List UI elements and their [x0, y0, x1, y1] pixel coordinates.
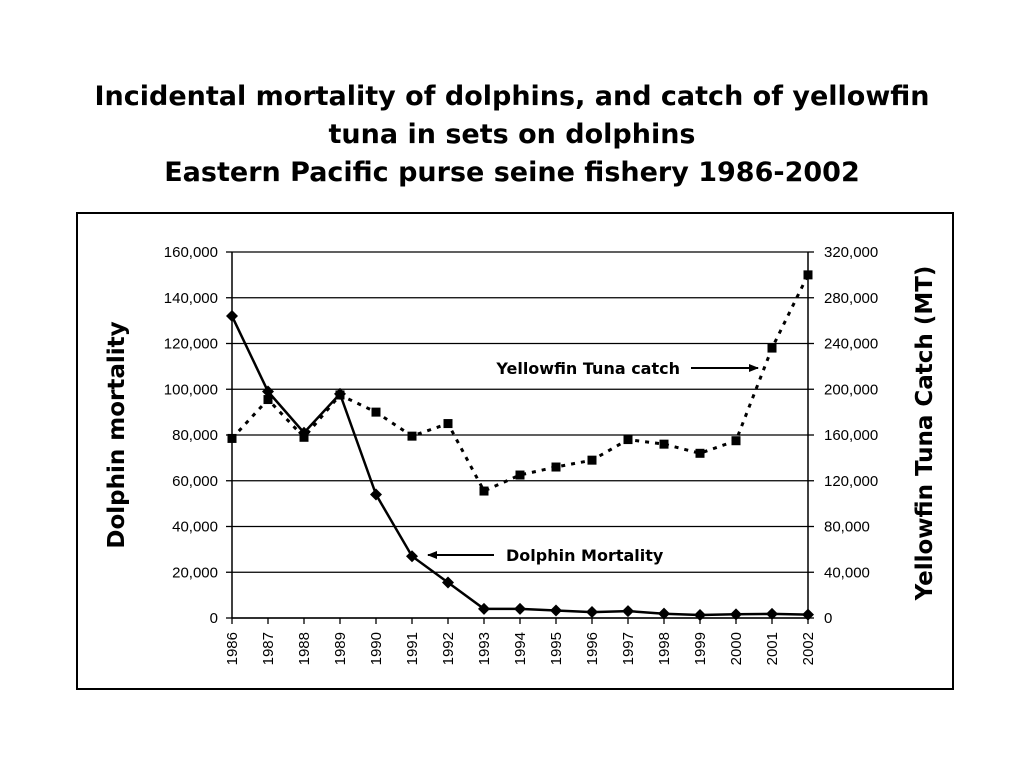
x-tick-label: 1997	[620, 632, 637, 665]
chart-frame	[76, 212, 954, 690]
yellowfin-tuna-catch-point	[299, 432, 309, 442]
x-tick-label: 1993	[476, 632, 493, 665]
yellowfin-tuna-catch-point	[623, 435, 633, 445]
left-tick-label: 60,000	[172, 473, 218, 490]
left-tick-label: 40,000	[172, 519, 218, 536]
dolphin-mortality-point	[802, 608, 814, 621]
x-tick-label: 1991	[404, 632, 421, 665]
left-tick-label: 100,000	[164, 381, 218, 398]
yellowfin-tuna-catch-point	[371, 407, 381, 417]
dolphin-mortality-point	[406, 550, 418, 563]
series	[226, 270, 814, 622]
left-axis-title: Dolphin mortality	[104, 321, 130, 548]
yellowfin-tuna-catch-point	[587, 455, 597, 465]
annotation-yellowfin-label: Yellowfin Tuna catch	[495, 359, 680, 378]
dolphin-mortality-point	[514, 602, 526, 615]
yellowfin-tuna-catch-point	[731, 436, 741, 446]
right-tick-label: 160,000	[824, 427, 878, 444]
dolphin-mortality-point	[658, 607, 670, 620]
axes	[226, 251, 814, 624]
x-tick-label: 1986	[224, 632, 241, 665]
left-tick-label: 0	[210, 610, 218, 627]
x-tick-label: 1996	[584, 632, 601, 665]
yellowfin-tuna-catch-point	[803, 270, 813, 280]
yellowfin-tuna-catch-point	[659, 439, 669, 449]
dolphin-mortality-point	[694, 609, 706, 622]
x-tick-label: 2001	[764, 632, 781, 665]
right-tick-label: 240,000	[824, 336, 878, 353]
x-tick-label: 2002	[800, 632, 817, 665]
dolphin-mortality-point	[622, 605, 634, 618]
yellowfin-tuna-catch-line	[230, 274, 810, 493]
yellowfin-tuna-catch-point	[479, 486, 489, 496]
x-tick-label: 1989	[332, 632, 349, 665]
right-tick-label: 0	[824, 610, 832, 627]
dolphin-mortality-point	[730, 608, 742, 621]
right-axis-title: Yellowfin Tuna Catch (MT)	[912, 266, 938, 602]
x-tick-label: 1987	[260, 632, 277, 665]
right-tick-label: 80,000	[824, 519, 870, 536]
right-tick-label: 200,000	[824, 381, 878, 398]
x-tick-label: 1994	[512, 632, 529, 665]
yellowfin-tuna-catch-point	[515, 470, 525, 480]
left-tick-label: 160,000	[164, 244, 218, 261]
right-tick-label: 40,000	[824, 564, 870, 581]
right-tick-label: 120,000	[824, 473, 878, 490]
yellowfin-tuna-catch-point	[407, 431, 417, 441]
yellowfin-tuna-catch-point	[443, 419, 453, 429]
x-tick-label: 1988	[296, 632, 313, 665]
dolphin-mortality-point	[766, 607, 778, 620]
chart-title-line-2: tuna in sets on dolphins	[328, 119, 696, 150]
dolphin-mortality-point	[478, 602, 490, 615]
dolphin-mortality-point	[550, 604, 562, 617]
chart-title: Incidental mortality of dolphins, and ca…	[0, 78, 1024, 192]
dolphin-mortality-point	[262, 385, 274, 398]
yellowfin-tuna-catch-point	[335, 390, 345, 400]
chart-title-line-3: Eastern Pacific purse seine fishery 1986…	[164, 157, 860, 188]
x-tick-label: 1999	[692, 632, 709, 665]
dolphin-mortality-point	[370, 488, 382, 501]
left-tick-label: 120,000	[164, 336, 218, 353]
dolphin-mortality-point	[226, 310, 238, 323]
annotation-dolphin-label: Dolphin Mortality	[506, 546, 664, 565]
right-tick-label: 280,000	[824, 290, 878, 307]
x-tick-label: 1995	[548, 632, 565, 665]
chart-title-line-1: Incidental mortality of dolphins, and ca…	[94, 81, 930, 112]
x-tick-label: 1992	[440, 632, 457, 665]
right-tick-label: 320,000	[824, 244, 878, 261]
left-tick-label: 20,000	[172, 564, 218, 581]
x-tick-label: 2000	[728, 632, 745, 665]
dolphin-mortality-point	[586, 606, 598, 619]
labels: 0 0 20,000 40,000 40,000 80,000 60,000 120,000 8…	[104, 244, 938, 665]
x-tick-label: 1990	[368, 632, 385, 665]
yellowfin-tuna-catch-point	[227, 433, 237, 443]
yellowfin-tuna-catch-point	[551, 462, 561, 472]
x-tick-label: 1998	[656, 632, 673, 665]
left-tick-label: 140,000	[164, 290, 218, 307]
yellowfin-tuna-catch-point	[767, 343, 777, 353]
yellowfin-tuna-catch-point	[695, 448, 705, 458]
yellowfin-tuna-catch-point	[263, 395, 273, 405]
dolphin-mortality-point	[442, 576, 454, 589]
left-tick-label: 80,000	[172, 427, 218, 444]
